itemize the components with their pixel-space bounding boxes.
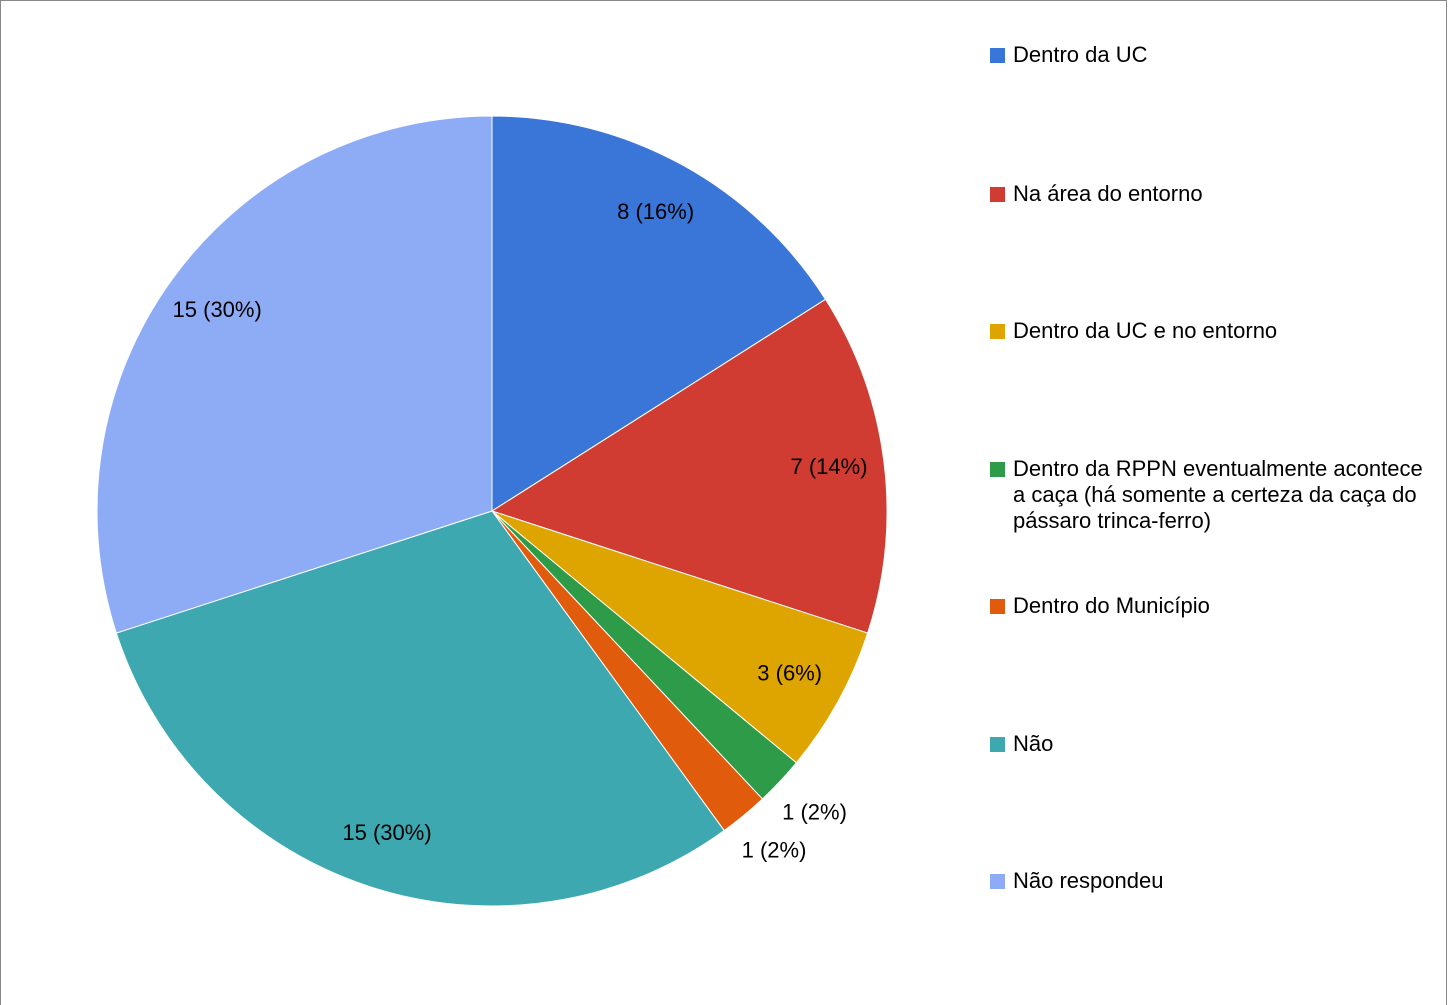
legend-entry: Na área do entorno	[990, 181, 1430, 207]
legend-swatch	[990, 737, 1005, 752]
legend-entry: Não	[990, 731, 1430, 757]
legend-entry: Dentro do Município	[990, 593, 1430, 619]
legend-entry: Dentro da UC e no entorno	[990, 318, 1430, 344]
legend-label: Dentro do Município	[1013, 593, 1210, 618]
data-label: 1 (2%)	[782, 800, 847, 825]
legend-swatch	[990, 462, 1005, 477]
legend-label: Na área do entorno	[1013, 181, 1203, 206]
legend-entry: Não respondeu	[990, 868, 1430, 894]
data-label: 15 (30%)	[342, 820, 431, 845]
legend-label: Não respondeu	[1013, 868, 1164, 893]
data-label: 8 (16%)	[617, 199, 694, 224]
pie-slice	[115, 510, 725, 907]
legend-swatch	[990, 874, 1005, 889]
data-label: 7 (14%)	[790, 454, 867, 479]
legend-label: Dentro da UC e no entorno	[1013, 318, 1278, 343]
data-label: 15 (30%)	[173, 297, 262, 322]
data-label: 3 (6%)	[757, 660, 822, 685]
legend-entry: Dentro da RPPN eventualmente acontece a …	[990, 456, 1430, 534]
legend-label: Não	[1013, 731, 1054, 756]
pie-slice	[490, 298, 888, 634]
pie-slice	[491, 115, 827, 512]
legend-label: Dentro da UC	[1013, 42, 1148, 67]
legend-swatch	[990, 324, 1005, 339]
legend-label: Dentro da RPPN eventualmente acontece a …	[1013, 456, 1423, 533]
legend-swatch	[990, 48, 1005, 63]
legend-swatch	[990, 599, 1005, 614]
data-label: 1 (2%)	[742, 838, 807, 863]
pie-slice	[491, 510, 869, 764]
legend-swatch	[990, 187, 1005, 202]
pie-slice	[96, 115, 493, 634]
legend-entry: Dentro da UC	[990, 42, 1430, 68]
